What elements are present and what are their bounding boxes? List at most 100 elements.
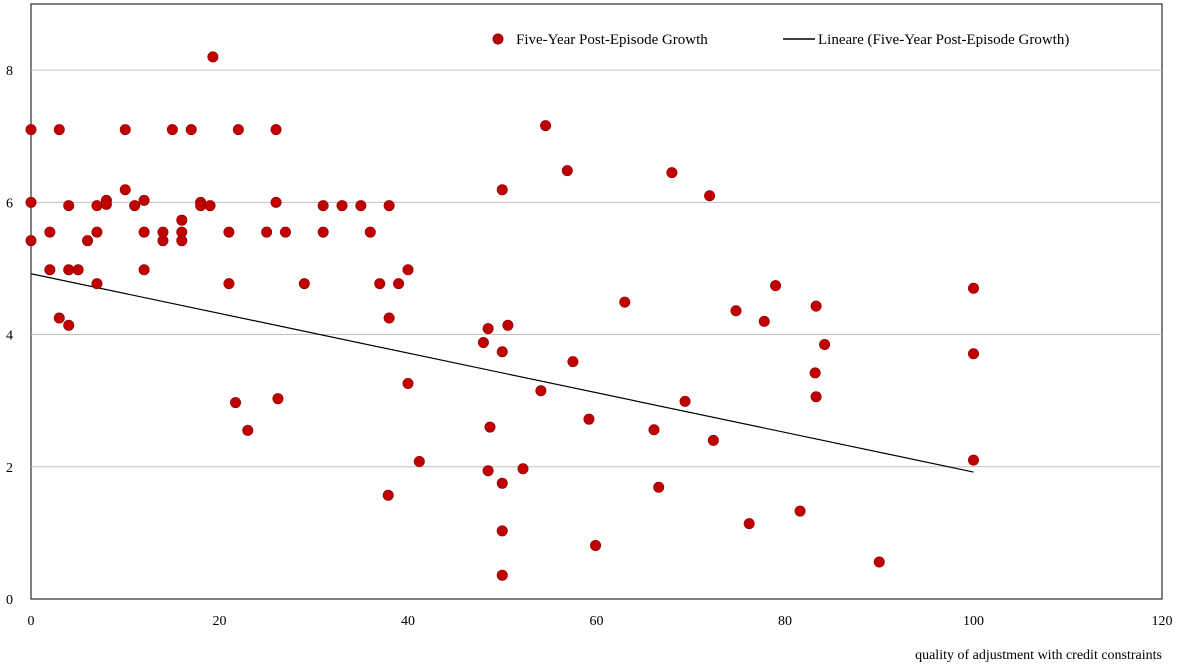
data-point <box>204 200 216 212</box>
data-point <box>72 264 84 276</box>
data-point <box>967 282 979 294</box>
data-point <box>195 200 207 212</box>
data-point <box>540 120 552 132</box>
trendline <box>30 273 974 473</box>
data-point <box>484 421 496 433</box>
x-tick-label: 20 <box>213 614 227 629</box>
data-point <box>794 505 806 517</box>
data-point <box>355 200 367 212</box>
x-axis-label: quality of adjustment with credit constr… <box>915 648 1162 663</box>
data-point <box>44 264 56 276</box>
data-point <box>53 124 65 136</box>
data-point <box>223 226 235 238</box>
y-tick-label: 0 <box>6 593 13 608</box>
data-point <box>91 226 103 238</box>
data-point <box>482 323 494 335</box>
data-point <box>873 556 885 568</box>
data-point <box>82 235 94 247</box>
data-point <box>317 226 329 238</box>
data-point <box>261 226 273 238</box>
x-tick-label: 40 <box>401 614 415 629</box>
y-tick-label: 2 <box>6 461 13 476</box>
data-point <box>567 356 579 368</box>
data-point <box>502 319 514 331</box>
y-axis-ticks: 0 2 4 6 8 <box>6 64 13 608</box>
data-point <box>535 385 547 397</box>
data-point <box>730 305 742 317</box>
trendline-layer <box>30 273 974 473</box>
x-tick-label: 60 <box>590 614 604 629</box>
data-point <box>166 124 178 136</box>
data-point <box>810 391 822 403</box>
data-point <box>138 194 150 206</box>
data-point <box>25 196 37 208</box>
data-point <box>138 226 150 238</box>
data-point <box>100 198 112 210</box>
data-point <box>185 124 197 136</box>
data-point <box>679 395 691 407</box>
data-point <box>63 264 75 276</box>
data-point <box>648 424 660 436</box>
y-tick-label: 6 <box>6 196 13 211</box>
data-point <box>270 196 282 208</box>
data-point <box>496 569 508 581</box>
data-point <box>336 200 348 212</box>
data-point <box>517 463 529 475</box>
data-point <box>138 264 150 276</box>
legend: Five-Year Post-Episode Growth Lineare (F… <box>492 32 1069 48</box>
data-point <box>53 312 65 324</box>
data-point <box>496 184 508 196</box>
data-point <box>119 184 131 196</box>
data-point <box>374 278 386 290</box>
data-point <box>393 278 405 290</box>
y-tick-label: 4 <box>6 329 13 344</box>
data-point <box>91 200 103 212</box>
data-point <box>758 315 770 327</box>
data-point <box>279 226 291 238</box>
data-point <box>63 200 75 212</box>
x-tick-label: 120 <box>1152 614 1173 629</box>
data-point <box>383 200 395 212</box>
data-point <box>496 346 508 358</box>
data-point <box>119 124 131 136</box>
legend-label-trendline: Lineare (Five-Year Post-Episode Growth) <box>818 32 1069 48</box>
data-point <box>25 124 37 136</box>
x-tick-label: 0 <box>28 614 35 629</box>
x-tick-label: 80 <box>778 614 792 629</box>
data-point <box>364 226 376 238</box>
y-tick-label: 8 <box>6 64 13 79</box>
data-point <box>25 235 37 247</box>
data-point <box>653 481 665 493</box>
data-point <box>413 455 425 467</box>
data-point <box>707 434 719 446</box>
plot-area-frame <box>30 3 1163 600</box>
data-point <box>230 397 242 409</box>
data-point <box>809 367 821 379</box>
legend-label-points: Five-Year Post-Episode Growth <box>516 32 708 48</box>
data-point <box>402 377 414 389</box>
data-point <box>63 319 75 331</box>
data-point <box>496 477 508 489</box>
data-point <box>157 235 169 247</box>
data-point <box>967 348 979 360</box>
data-point <box>176 214 188 226</box>
data-point <box>44 226 56 238</box>
data-points <box>25 51 979 581</box>
data-point <box>402 264 414 276</box>
data-point <box>207 51 219 63</box>
data-point <box>176 235 188 247</box>
data-point <box>810 300 822 312</box>
data-point <box>129 200 141 212</box>
data-point <box>743 518 755 530</box>
data-point <box>223 278 235 290</box>
data-point <box>496 525 508 537</box>
data-point <box>232 124 244 136</box>
gridlines <box>31 69 1162 468</box>
data-point <box>704 190 716 202</box>
data-point <box>270 124 282 136</box>
data-point <box>561 165 573 177</box>
data-point <box>819 338 831 350</box>
data-point <box>317 200 329 212</box>
data-point <box>383 312 395 324</box>
